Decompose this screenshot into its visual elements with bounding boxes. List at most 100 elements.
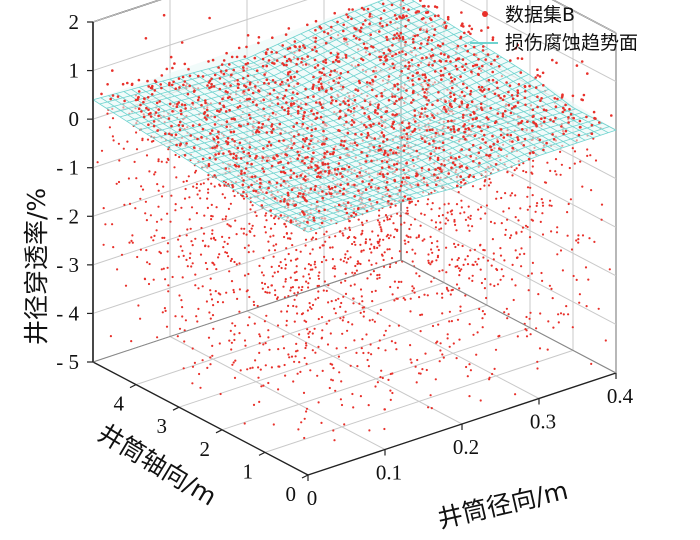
data-point — [532, 114, 535, 118]
data-point — [179, 245, 182, 248]
data-point — [448, 345, 451, 348]
data-point — [535, 327, 538, 330]
data-point — [398, 97, 401, 101]
data-point — [339, 115, 342, 119]
data-point — [378, 244, 381, 247]
data-point — [411, 79, 414, 82]
data-point — [439, 69, 443, 73]
data-point — [554, 170, 557, 173]
data-point — [277, 365, 280, 368]
data-point — [380, 228, 383, 231]
data-point — [280, 310, 283, 313]
data-point — [301, 210, 304, 213]
data-point — [459, 181, 463, 184]
data-point — [166, 250, 169, 253]
data-point — [311, 87, 315, 90]
data-point — [526, 225, 529, 229]
data-point — [446, 288, 449, 291]
data-point — [256, 304, 259, 308]
data-point — [379, 376, 382, 379]
data-point — [433, 59, 436, 63]
data-point — [354, 213, 358, 216]
data-point — [223, 183, 226, 187]
data-point — [257, 41, 260, 45]
data-point — [376, 219, 380, 222]
data-point — [331, 152, 335, 156]
data-point — [229, 84, 232, 87]
data-point — [279, 261, 282, 264]
data-point — [401, 121, 404, 124]
data-point — [270, 284, 273, 287]
data-point — [461, 58, 465, 61]
data-point — [134, 98, 138, 102]
data-point — [265, 212, 268, 215]
data-point — [411, 74, 415, 77]
data-point — [392, 66, 396, 70]
data-point — [250, 227, 253, 230]
data-point — [382, 9, 386, 12]
data-point — [281, 44, 285, 47]
data-point — [314, 36, 318, 40]
data-point — [218, 87, 222, 91]
data-point — [419, 330, 422, 333]
data-point — [471, 279, 474, 282]
data-point — [526, 195, 529, 198]
surface-line — [254, 99, 563, 204]
data-point — [577, 238, 580, 241]
data-point — [414, 11, 418, 14]
data-point — [316, 64, 320, 67]
data-point — [230, 280, 234, 283]
data-point — [533, 121, 536, 125]
data-point — [229, 259, 232, 262]
data-point — [430, 261, 433, 264]
data-point — [471, 64, 475, 68]
data-point — [545, 141, 548, 145]
data-point — [496, 283, 500, 286]
data-point — [418, 296, 421, 299]
data-point — [540, 271, 543, 275]
data-point — [479, 244, 482, 247]
data-point — [354, 264, 357, 268]
data-point — [270, 214, 273, 217]
data-point — [162, 267, 165, 270]
data-point — [310, 157, 314, 160]
data-point — [142, 115, 146, 119]
data-point — [262, 257, 265, 260]
data-point — [342, 100, 345, 103]
data-point — [207, 164, 211, 168]
data-point — [516, 57, 520, 60]
data-point — [378, 276, 381, 279]
data-point — [520, 247, 523, 250]
data-point — [298, 361, 301, 364]
data-point — [383, 408, 386, 411]
data-point — [608, 268, 611, 271]
data-point — [550, 204, 553, 207]
data-point — [431, 128, 434, 131]
data-point — [415, 381, 418, 384]
data-point — [332, 60, 335, 64]
data-point — [232, 361, 235, 364]
data-point — [546, 348, 549, 351]
data-point — [443, 21, 447, 24]
data-point — [414, 365, 417, 368]
data-point — [100, 92, 103, 96]
data-point — [323, 208, 327, 212]
data-point — [317, 166, 320, 170]
data-point — [237, 83, 240, 86]
data-point — [225, 51, 228, 55]
data-point — [333, 11, 337, 15]
data-point — [522, 144, 525, 147]
data-point — [355, 37, 358, 40]
data-point — [445, 24, 448, 28]
data-point — [435, 6, 439, 9]
data-point — [515, 256, 519, 259]
data-point — [360, 347, 363, 350]
data-point — [161, 236, 164, 239]
data-point — [284, 267, 287, 270]
data-point — [534, 86, 538, 89]
data-point — [221, 235, 224, 238]
data-point — [531, 165, 534, 168]
data-point — [452, 342, 455, 345]
data-point — [480, 85, 484, 89]
data-point — [198, 372, 201, 376]
